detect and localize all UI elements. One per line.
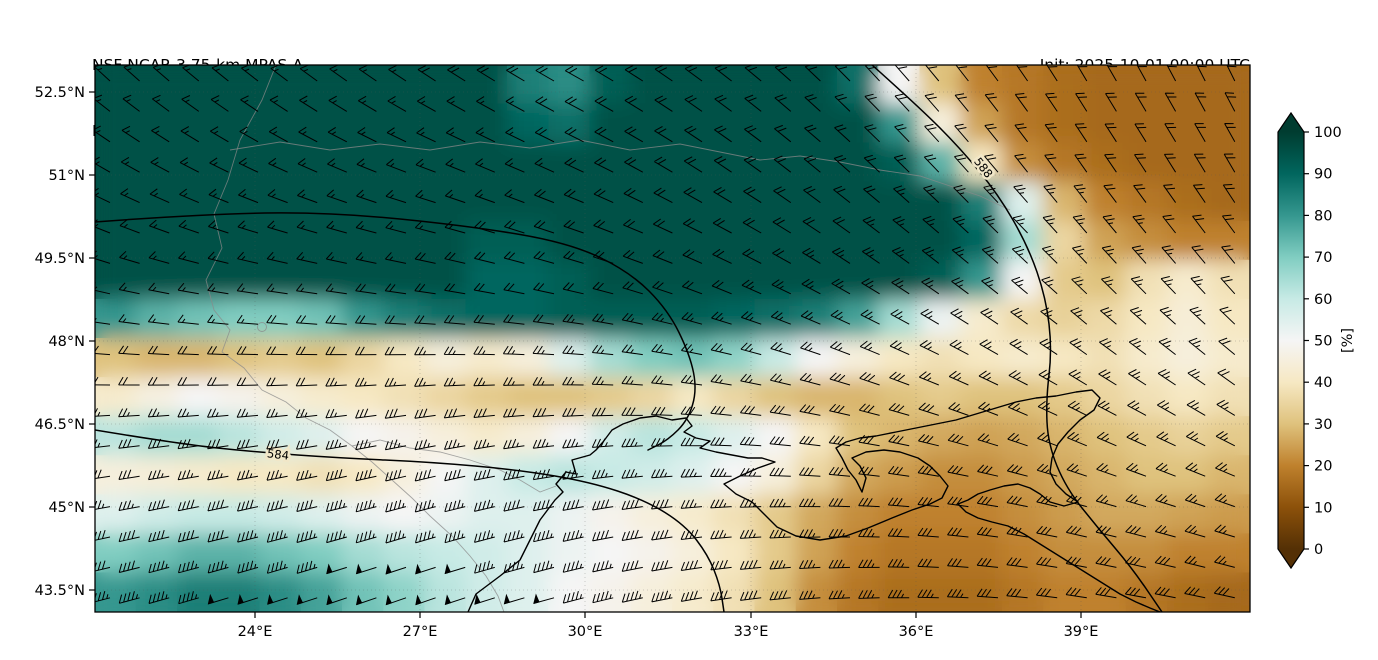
colorbar-tick-label: 90 <box>1314 167 1332 183</box>
colorbar-tick-label: 100 <box>1314 125 1342 141</box>
country-border <box>229 139 1011 211</box>
colorbar-tick-label: 30 <box>1314 417 1332 433</box>
x-tick-label: 24°E <box>238 624 273 640</box>
country-border <box>351 439 557 493</box>
contour-label: 584 <box>266 446 289 463</box>
y-tick-label: 46.5°N <box>35 417 85 433</box>
coastline <box>467 389 1161 612</box>
wind-barbs-layer <box>95 65 1237 606</box>
colorbar-tick-label: 60 <box>1314 292 1332 308</box>
y-tick-label: 43.5°N <box>35 583 85 599</box>
x-tick-label: 36°E <box>899 624 934 640</box>
y-tick-label: 48°N <box>48 334 85 350</box>
wind-barb-pennants <box>207 563 540 606</box>
y-tick-label: 49.5°N <box>35 251 85 267</box>
x-tick-label: 27°E <box>403 624 438 640</box>
x-tick-label: 33°E <box>734 624 769 640</box>
colorbar-tick-label: 40 <box>1314 375 1332 391</box>
colorbar-tick-label: 20 <box>1314 459 1332 475</box>
colorbar-axis-label: [%] <box>1340 328 1356 353</box>
colorbar-tick-label: 0 <box>1314 542 1323 558</box>
axes: 24°E 27°E 30°E 33°E 36°E 39°E 52.5°N 51°N 49.5°N… <box>35 64 1251 640</box>
colorbar-tick-label: 50 <box>1314 334 1332 350</box>
y-tick-label: 52.5°N <box>35 85 85 101</box>
colorbar-tick-label: 80 <box>1314 208 1332 224</box>
x-tick-label: 39°E <box>1064 624 1099 640</box>
colorbar: 0 10 20 30 40 50 60 70 80 90 100 [%] <box>1277 111 1356 570</box>
colorbar-tick-label: 70 <box>1314 250 1332 266</box>
x-tick-label: 30°E <box>568 624 603 640</box>
height-contour <box>95 429 725 612</box>
y-tick-label: 51°N <box>48 168 85 184</box>
rh-heatmap-layer <box>95 65 1250 612</box>
wind-barb-strokes <box>95 65 1237 606</box>
lake-outline <box>257 322 267 332</box>
colorbar-tick-label: 10 <box>1314 500 1332 516</box>
y-tick-label: 45°N <box>48 500 85 516</box>
plot-frame <box>94 64 1251 613</box>
